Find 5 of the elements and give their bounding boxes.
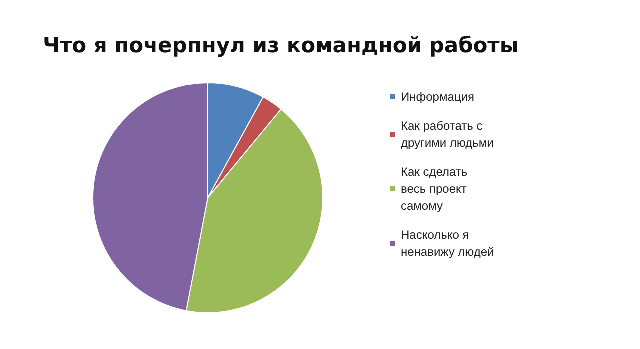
legend-label: Насколько я ненавижу людей <box>401 228 494 259</box>
legend-label: Как работать с другими людьми <box>401 119 494 150</box>
legend-label: Как сделать весь проект самому <box>401 165 472 213</box>
legend-label: Информация <box>401 90 474 104</box>
chart-title: Что я почерпнул из командной работы <box>43 34 519 58</box>
